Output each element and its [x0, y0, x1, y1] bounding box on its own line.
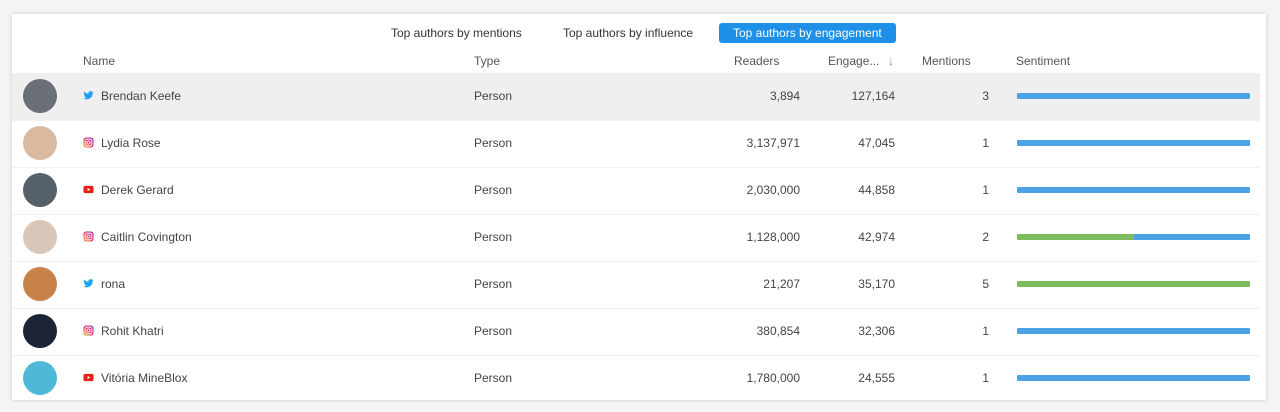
sentiment-bar	[1017, 234, 1250, 240]
mentions-value: 1	[982, 183, 989, 197]
table-header: Name Type Readers Engage... ↓ Mentions S…	[12, 52, 1266, 73]
sentiment-neutral-segment	[1133, 234, 1250, 240]
readers-value: 1,780,000	[746, 371, 800, 385]
sort-descending-icon[interactable]: ↓	[888, 54, 894, 68]
sentiment-bar	[1017, 93, 1250, 99]
column-header-sentiment[interactable]: Sentiment	[1016, 54, 1071, 68]
table-row[interactable]: Caitlin Covington Person 1,128,000 42,97…	[12, 214, 1260, 262]
column-header-name[interactable]: Name	[83, 54, 116, 68]
author-type: Person	[474, 136, 513, 150]
sentiment-neutral-segment	[1017, 375, 1250, 381]
youtube-icon	[83, 372, 94, 383]
sentiment-neutral-segment	[1017, 140, 1250, 146]
readers-value: 3,137,971	[746, 136, 800, 150]
instagram-icon	[83, 231, 94, 242]
sentiment-bar	[1017, 328, 1250, 334]
instagram-icon	[83, 325, 94, 336]
author-name[interactable]: Derek Gerard	[101, 183, 174, 197]
mentions-value: 2	[982, 230, 989, 244]
column-header-readers[interactable]: Readers	[734, 54, 780, 68]
column-header-mentions[interactable]: Mentions	[922, 54, 971, 68]
sentiment-neutral-segment	[1017, 93, 1250, 99]
youtube-icon	[83, 184, 94, 195]
avatar[interactable]	[23, 126, 57, 160]
mentions-value: 5	[982, 277, 989, 291]
author-type: Person	[474, 324, 513, 338]
author-name[interactable]: Brendan Keefe	[101, 89, 182, 103]
engagement-value: 127,164	[851, 89, 895, 103]
mentions-value: 1	[982, 324, 989, 338]
table-row[interactable]: Lydia Rose Person 3,137,971 47,045 1	[12, 120, 1260, 168]
twitter-icon	[83, 90, 94, 101]
table-row[interactable]: rona Person 21,207 35,170 5	[12, 261, 1260, 309]
author-type: Person	[474, 230, 513, 244]
engagement-value: 35,170	[858, 277, 895, 291]
author-name[interactable]: rona	[101, 277, 126, 291]
avatar[interactable]	[23, 173, 57, 207]
sentiment-neutral-segment	[1017, 328, 1250, 334]
mentions-value: 3	[982, 89, 989, 103]
mentions-value: 1	[982, 136, 989, 150]
twitter-icon	[83, 278, 94, 289]
sentiment-neutral-segment	[1017, 187, 1250, 193]
column-header-engagement[interactable]: Engage...	[828, 54, 880, 68]
avatar[interactable]	[23, 79, 57, 113]
tab-top-authors-by-mentions[interactable]: Top authors by mentions	[391, 26, 522, 40]
engagement-value: 32,306	[858, 324, 895, 338]
column-header-type[interactable]: Type	[474, 54, 501, 68]
author-type: Person	[474, 89, 513, 103]
author-name[interactable]: Rohit Khatri	[101, 324, 164, 338]
avatar[interactable]	[23, 267, 57, 301]
avatar[interactable]	[23, 220, 57, 254]
readers-value: 380,854	[756, 324, 800, 338]
readers-value: 2,030,000	[746, 183, 800, 197]
top-authors-card: Top authors by mentions Top authors by i…	[12, 14, 1266, 403]
readers-value: 21,207	[763, 277, 800, 291]
table-row[interactable]: Vitória MineBlox Person 1,780,000 24,555…	[12, 355, 1260, 403]
table-row[interactable]: Rohit Khatri Person 380,854 32,306 1	[12, 308, 1260, 356]
table-row[interactable]: Brendan Keefe Person 3,894 127,164 3	[12, 73, 1260, 121]
author-type: Person	[474, 183, 513, 197]
readers-value: 1,128,000	[746, 230, 800, 244]
sentiment-positive-segment	[1017, 234, 1134, 240]
sentiment-positive-segment	[1017, 281, 1250, 287]
sentiment-bar	[1017, 281, 1250, 287]
avatar[interactable]	[23, 361, 57, 395]
tab-top-authors-by-engagement[interactable]: Top authors by engagement	[719, 23, 896, 43]
readers-value: 3,894	[769, 89, 800, 103]
instagram-icon	[83, 137, 94, 148]
tab-bar: Top authors by mentions Top authors by i…	[12, 23, 1266, 43]
sentiment-bar	[1017, 187, 1250, 193]
engagement-value: 47,045	[858, 136, 895, 150]
engagement-value: 24,555	[858, 371, 895, 385]
table-row[interactable]: Derek Gerard Person 2,030,000 44,858 1	[12, 167, 1260, 215]
author-type: Person	[474, 277, 513, 291]
author-name[interactable]: Vitória MineBlox	[101, 371, 188, 385]
mentions-value: 1	[982, 371, 989, 385]
author-name[interactable]: Lydia Rose	[101, 136, 161, 150]
engagement-value: 42,974	[858, 230, 895, 244]
sentiment-bar	[1017, 140, 1250, 146]
tab-top-authors-by-influence[interactable]: Top authors by influence	[563, 26, 694, 40]
author-type: Person	[474, 371, 513, 385]
sentiment-bar	[1017, 375, 1250, 381]
author-name[interactable]: Caitlin Covington	[101, 230, 192, 244]
avatar[interactable]	[23, 314, 57, 348]
engagement-value: 44,858	[858, 183, 895, 197]
